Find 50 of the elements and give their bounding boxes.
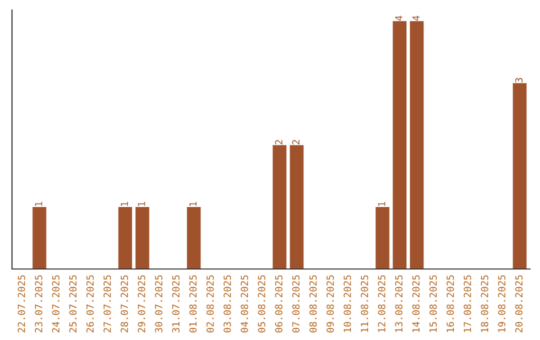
x-tick-label: 08.08.2025 [309,275,317,332]
bar [272,145,286,269]
x-tick-label: 04.08.2025 [240,275,248,332]
bar [410,21,424,269]
x-tick-label: 26.07.2025 [86,275,94,332]
x-tick-label: 07.08.2025 [292,275,300,332]
x-tick-label: 16.08.2025 [446,275,454,332]
x-tick-label: 10.08.2025 [344,275,352,332]
x-tick-label: 12.08.2025 [378,275,386,332]
data-label: 1 [35,202,42,206]
x-tick-label: 06.08.2025 [275,275,282,332]
x-tick-label: 27.07.2025 [104,275,111,332]
bar [392,21,407,269]
x-tick-label: 02.08.2025 [206,275,214,332]
data-label: 1 [378,202,386,206]
data-label: 1 [138,202,146,206]
data-label: 2 [292,140,300,144]
x-tick-label: 15.08.2025 [429,275,437,332]
x-tick-label: 13.08.2025 [395,275,402,332]
bar [290,145,304,269]
x-tick-label: 25.07.2025 [69,275,77,332]
bar [135,207,150,269]
bar [186,207,201,269]
data-label: 1 [120,202,128,206]
data-label: 2 [275,140,282,144]
bar [512,83,527,269]
x-tick-label: 11.08.2025 [360,275,368,332]
x-tick-label: 19.08.2025 [498,275,506,332]
data-label: 1 [189,202,197,206]
x-tick-label: 28.07.2025 [120,275,128,332]
x-tick-label: 29.07.2025 [138,275,146,332]
data-label: 4 [395,16,402,21]
x-tick-label: 23.07.2025 [34,275,42,332]
x-tick-label: 09.08.2025 [326,275,334,332]
x-tick-label: 22.07.2025 [18,275,26,332]
bar [376,207,390,269]
x-tick-label: 05.08.2025 [258,275,266,332]
x-tick-label: 20.08.2025 [515,275,523,332]
data-label: 3 [515,78,523,82]
x-tick-label: 24.07.2025 [52,275,60,332]
x-tick-label: 31.07.2025 [172,275,180,332]
x-tick-label: 01.08.2025 [189,275,197,332]
data-label: 4 [412,16,420,21]
x-tick-label: 18.08.2025 [480,275,488,332]
bar [32,207,46,269]
x-tick-label: 30.07.2025 [155,275,162,332]
x-tick-label: 14.08.2025 [412,275,420,332]
bar [118,207,132,269]
x-tick-label: 17.08.2025 [464,275,472,332]
x-tick-label: 03.08.2025 [224,275,231,332]
